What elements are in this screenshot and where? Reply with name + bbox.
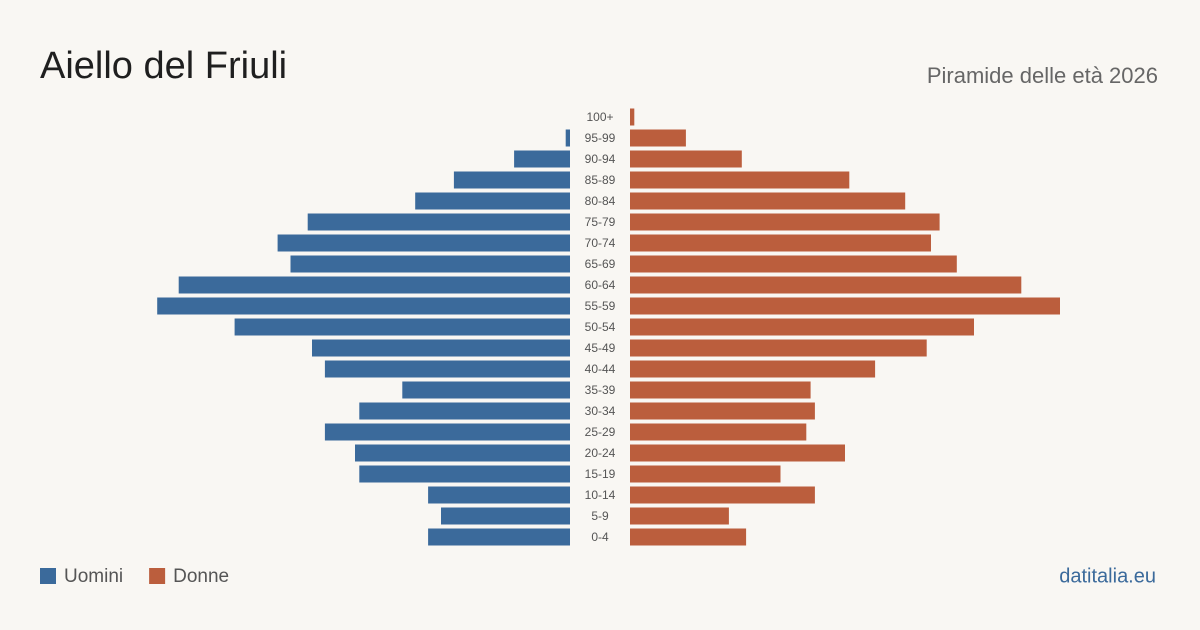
bar-male [312, 339, 570, 357]
bar-male [359, 465, 570, 483]
bar-male [324, 360, 570, 378]
bar-female [630, 465, 781, 483]
bar-male [290, 255, 570, 273]
bar-male [307, 213, 570, 231]
age-label: 75-79 [585, 215, 616, 229]
age-label: 0-4 [591, 530, 609, 544]
bar-female [630, 276, 1022, 294]
bar-male [277, 234, 570, 252]
age-label: 45-49 [585, 341, 616, 355]
legend-label: Donne [173, 566, 229, 587]
legend-label: Uomini [64, 566, 123, 587]
age-label: 80-84 [585, 194, 616, 208]
bar-male [402, 381, 570, 399]
legend-swatch [40, 568, 56, 584]
bar-female [630, 255, 957, 273]
bar-female [630, 297, 1060, 315]
legend-swatch [149, 568, 166, 584]
bar-male [415, 192, 570, 210]
age-label: 40-44 [585, 362, 616, 376]
age-label: 50-54 [585, 320, 616, 334]
bar-male [441, 507, 570, 525]
age-label: 25-29 [585, 425, 616, 439]
bar-female [630, 486, 815, 504]
bar-female [630, 108, 635, 126]
chart-title: Aiello del Friuli [40, 45, 287, 87]
age-label: 85-89 [585, 173, 616, 187]
bar-male [324, 423, 570, 441]
age-label: 5-9 [591, 509, 609, 523]
bar-male [565, 129, 570, 147]
bar-male [359, 402, 570, 420]
bar-male [178, 276, 570, 294]
bar-female [630, 213, 940, 231]
bar-female [630, 129, 686, 147]
bar-male [234, 318, 570, 336]
bar-female [630, 171, 850, 189]
bar-female [630, 339, 927, 357]
bar-female [630, 192, 906, 210]
age-label: 60-64 [585, 278, 616, 292]
bar-male [453, 171, 570, 189]
age-label: 90-94 [585, 152, 616, 166]
bar-female [630, 381, 811, 399]
age-label: 30-34 [585, 404, 616, 418]
bar-male [428, 486, 570, 504]
age-label: 70-74 [585, 236, 616, 250]
age-label: 55-59 [585, 299, 616, 313]
bar-male [428, 528, 570, 546]
age-label: 100+ [586, 110, 613, 124]
chart-subtitle: Piramide delle età 2026 [927, 63, 1158, 88]
age-label: 20-24 [585, 446, 616, 460]
bar-female [630, 507, 729, 525]
bar-male [355, 444, 570, 462]
bar-male [157, 297, 570, 315]
age-label: 15-19 [585, 467, 616, 481]
age-label: 95-99 [585, 131, 616, 145]
age-label: 10-14 [585, 488, 616, 502]
bar-female [630, 444, 845, 462]
bar-female [630, 423, 807, 441]
bar-female [630, 318, 974, 336]
bar-female [630, 402, 815, 420]
bar-female [630, 528, 747, 546]
age-label: 35-39 [585, 383, 616, 397]
bar-female [630, 150, 742, 168]
bar-male [514, 150, 570, 168]
age-label: 65-69 [585, 257, 616, 271]
bar-female [630, 360, 876, 378]
bar-female [630, 234, 931, 252]
source: datitalia.eu [1059, 565, 1156, 587]
